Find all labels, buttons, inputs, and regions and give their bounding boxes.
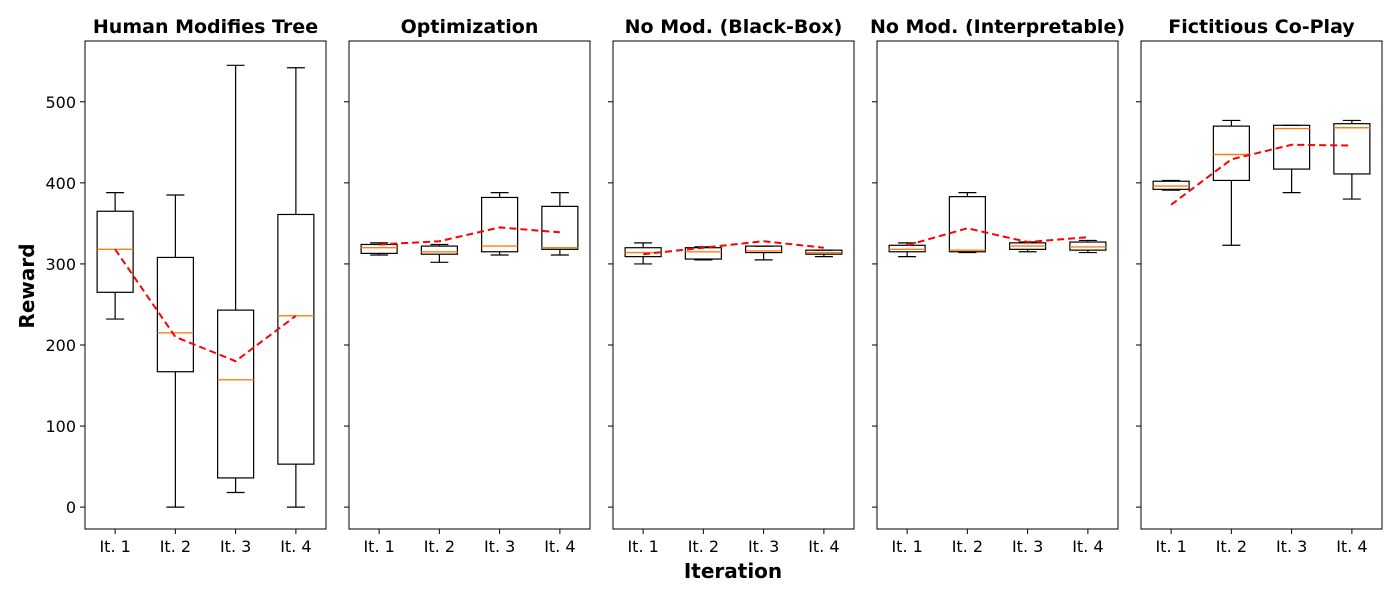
y-tick-label: 0 bbox=[66, 498, 76, 517]
box-iqr bbox=[1333, 123, 1371, 175]
box-iqr bbox=[277, 213, 315, 465]
box-iqr bbox=[948, 196, 986, 253]
x-tick-label: It. 2 bbox=[688, 537, 719, 556]
x-tick-label: It. 2 bbox=[952, 537, 983, 556]
box-4 bbox=[541, 191, 579, 256]
x-tick-label: It. 1 bbox=[627, 537, 658, 556]
box-1 bbox=[1152, 179, 1190, 191]
x-tick-label: It. 4 bbox=[1336, 537, 1367, 556]
y-axis-label: Reward bbox=[15, 243, 39, 328]
box-2 bbox=[420, 243, 458, 263]
box-2 bbox=[948, 191, 986, 254]
mean-line bbox=[114, 248, 297, 363]
x-tick-label: It. 2 bbox=[160, 537, 191, 556]
axes-frame bbox=[1140, 40, 1383, 530]
x-tick-label: It. 4 bbox=[808, 537, 839, 556]
box-2 bbox=[1212, 119, 1250, 246]
box-1 bbox=[96, 191, 134, 320]
box-2 bbox=[156, 194, 194, 508]
box-iqr bbox=[888, 244, 926, 253]
box-iqr bbox=[1212, 125, 1250, 182]
axes-frame bbox=[348, 40, 591, 530]
panel-title: Fictitious Co-Play bbox=[1168, 16, 1355, 38]
panel-5: Fictitious Co-Play It. 1 It. 2 It. 3 It. 4 bbox=[1136, 16, 1383, 556]
y-tick-label: 300 bbox=[45, 255, 76, 274]
axes-frame bbox=[612, 40, 855, 530]
box-iqr bbox=[745, 245, 783, 254]
box-3 bbox=[1273, 124, 1311, 194]
box-iqr bbox=[541, 205, 579, 250]
y-tick-label: 100 bbox=[45, 417, 76, 436]
box-iqr bbox=[1273, 124, 1311, 170]
box-3 bbox=[481, 191, 519, 256]
x-tick-label: It. 2 bbox=[424, 537, 455, 556]
x-tick-label: It. 3 bbox=[748, 537, 779, 556]
box-iqr bbox=[96, 210, 134, 293]
box-4 bbox=[805, 249, 843, 258]
panel-title: Human Modifies Tree bbox=[93, 16, 318, 38]
y-tick-label: 200 bbox=[45, 336, 76, 355]
box-4 bbox=[277, 67, 315, 508]
box-iqr bbox=[156, 256, 194, 373]
mean-line bbox=[643, 240, 824, 256]
x-tick-label: It. 1 bbox=[891, 537, 922, 556]
panel-title: No Mod. (Interpretable) bbox=[870, 16, 1125, 38]
panel-2: Optimization It. 1 It. 2 It. 3 It. 4 bbox=[344, 16, 591, 556]
panel-title: Optimization bbox=[401, 16, 539, 38]
box-4 bbox=[1333, 119, 1371, 200]
panel-3: No Mod. (Black-Box) It. 1 It. 2 It. 3 It. 4 bbox=[608, 16, 855, 556]
x-tick-label: It. 4 bbox=[1072, 537, 1103, 556]
box-iqr bbox=[481, 196, 519, 253]
x-tick-label: It. 1 bbox=[99, 537, 130, 556]
box-4 bbox=[1069, 239, 1107, 254]
box-iqr bbox=[1069, 241, 1107, 251]
box-3 bbox=[1009, 241, 1047, 253]
mean-line bbox=[906, 227, 1088, 247]
x-tick-label: It. 3 bbox=[1012, 537, 1043, 556]
y-tick-label: 400 bbox=[45, 174, 76, 193]
x-tick-label: It. 3 bbox=[484, 537, 515, 556]
x-tick-label: It. 1 bbox=[363, 537, 394, 556]
y-tick-label: 500 bbox=[45, 93, 76, 112]
box-iqr bbox=[420, 245, 458, 255]
x-tick-label: It. 3 bbox=[1276, 537, 1307, 556]
mean-line bbox=[379, 226, 560, 246]
box-iqr bbox=[1152, 180, 1190, 190]
box-iqr bbox=[217, 309, 255, 479]
panel-4: No Mod. (Interpretable) It. 1 It. 2 It. 3 It… bbox=[870, 16, 1125, 556]
panel-title: No Mod. (Black-Box) bbox=[625, 16, 843, 38]
panel-1: Human Modifies Tree 0 100 200 300 400 500 It. 1… bbox=[45, 16, 327, 556]
x-tick-label: It. 4 bbox=[280, 537, 311, 556]
box-3 bbox=[745, 245, 783, 261]
panels: Human Modifies Tree 0 100 200 300 400 500 It. 1… bbox=[45, 16, 1383, 556]
axes-frame bbox=[876, 40, 1119, 530]
mean-line bbox=[1170, 143, 1352, 206]
box-iqr bbox=[360, 243, 398, 254]
x-tick-label: It. 1 bbox=[1155, 537, 1186, 556]
box-3 bbox=[217, 64, 255, 494]
x-tick-label: It. 2 bbox=[1216, 537, 1247, 556]
x-tick-label: It. 4 bbox=[544, 537, 575, 556]
axes-frame bbox=[84, 40, 327, 530]
box-1 bbox=[624, 242, 662, 265]
x-tick-label: It. 3 bbox=[220, 537, 251, 556]
x-axis-label: Iteration bbox=[684, 559, 782, 583]
